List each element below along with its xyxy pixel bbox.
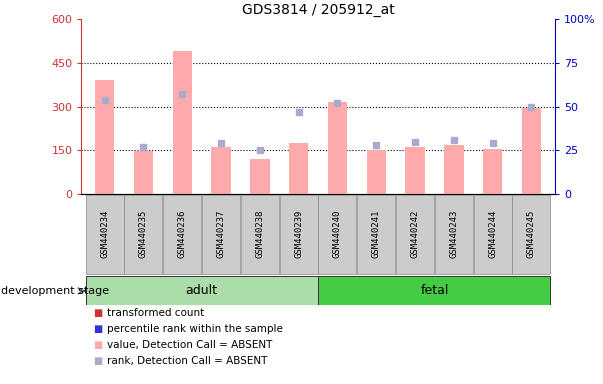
Bar <box>513 195 551 274</box>
Bar <box>163 195 201 274</box>
Bar <box>124 195 162 274</box>
Bar <box>241 195 279 274</box>
Bar <box>444 145 464 194</box>
Text: fetal: fetal <box>420 285 449 297</box>
Text: value, Detection Call = ABSENT: value, Detection Call = ABSENT <box>107 340 272 350</box>
Text: GSM440241: GSM440241 <box>372 210 380 258</box>
Bar <box>95 80 115 194</box>
Bar <box>318 195 356 274</box>
Text: transformed count: transformed count <box>107 308 204 318</box>
Text: GSM440234: GSM440234 <box>100 210 109 258</box>
Bar <box>435 195 473 274</box>
Bar <box>405 147 425 194</box>
Bar <box>172 51 192 194</box>
Bar <box>250 159 270 194</box>
Text: ■: ■ <box>93 324 103 334</box>
Bar <box>86 276 318 305</box>
Text: GSM440235: GSM440235 <box>139 210 148 258</box>
Bar <box>289 143 308 194</box>
Text: ■: ■ <box>93 308 103 318</box>
Bar <box>212 147 231 194</box>
Text: GSM440236: GSM440236 <box>178 210 187 258</box>
Text: ■: ■ <box>93 356 103 366</box>
Bar <box>357 195 396 274</box>
Bar <box>522 108 541 194</box>
Text: development stage: development stage <box>1 286 109 296</box>
Bar <box>318 276 551 305</box>
Text: GSM440242: GSM440242 <box>411 210 420 258</box>
Text: GSM440244: GSM440244 <box>488 210 497 258</box>
Text: percentile rank within the sample: percentile rank within the sample <box>107 324 283 334</box>
Text: GSM440243: GSM440243 <box>449 210 458 258</box>
Text: GSM440238: GSM440238 <box>256 210 264 258</box>
Bar <box>367 150 386 194</box>
Bar <box>396 195 434 274</box>
Bar <box>202 195 240 274</box>
Bar <box>328 102 347 194</box>
Title: GDS3814 / 205912_at: GDS3814 / 205912_at <box>242 3 394 17</box>
Bar <box>483 149 502 194</box>
Text: adult: adult <box>186 285 218 297</box>
Bar <box>280 195 318 274</box>
Text: ■: ■ <box>93 340 103 350</box>
Bar <box>474 195 512 274</box>
Text: GSM440240: GSM440240 <box>333 210 342 258</box>
Text: GSM440245: GSM440245 <box>527 210 536 258</box>
Text: GSM440237: GSM440237 <box>216 210 226 258</box>
Bar <box>86 195 124 274</box>
Text: rank, Detection Call = ABSENT: rank, Detection Call = ABSENT <box>107 356 267 366</box>
Text: GSM440239: GSM440239 <box>294 210 303 258</box>
Bar <box>134 151 153 194</box>
